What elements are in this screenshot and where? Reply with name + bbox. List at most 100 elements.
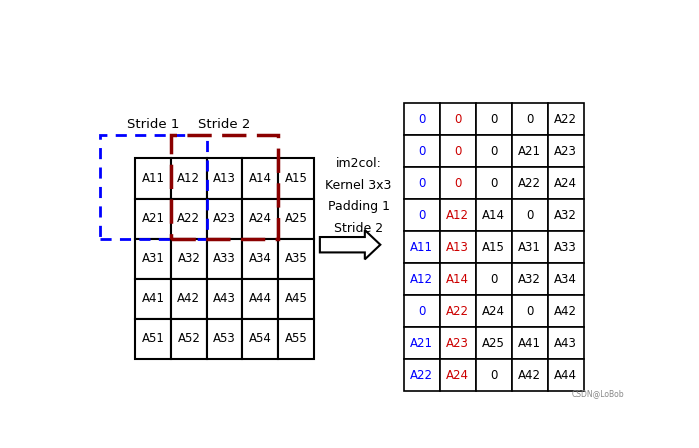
Bar [548, 263, 584, 295]
Text: A54: A54 [249, 332, 272, 345]
Text: A45: A45 [284, 292, 308, 305]
Text: A41: A41 [142, 292, 165, 305]
Bar [440, 231, 475, 263]
Bar [440, 135, 475, 168]
Bar [278, 279, 314, 319]
Bar [100, 135, 207, 238]
Text: A12: A12 [446, 209, 469, 222]
Text: A21: A21 [518, 145, 541, 158]
Text: A12: A12 [410, 273, 433, 286]
Text: A14: A14 [446, 273, 469, 286]
Text: A14: A14 [482, 209, 505, 222]
Bar [475, 168, 512, 199]
Text: A13: A13 [446, 241, 469, 254]
Text: A24: A24 [249, 212, 272, 225]
Text: 0: 0 [418, 145, 425, 158]
Bar [512, 103, 548, 135]
Bar [512, 199, 548, 231]
Bar [207, 198, 243, 238]
Bar [171, 319, 207, 359]
Bar [440, 263, 475, 295]
Bar [136, 279, 171, 319]
Text: A25: A25 [284, 212, 308, 225]
Bar [171, 135, 278, 238]
Bar [403, 263, 440, 295]
Text: A22: A22 [554, 113, 577, 126]
Text: A32: A32 [178, 252, 201, 265]
Bar [548, 199, 584, 231]
Text: A33: A33 [213, 252, 236, 265]
Text: 0: 0 [490, 177, 498, 190]
Text: Stride 2: Stride 2 [199, 118, 251, 131]
Bar [403, 295, 440, 327]
Bar [243, 238, 278, 279]
Text: A33: A33 [554, 241, 577, 254]
Text: A43: A43 [213, 292, 236, 305]
Text: A31: A31 [518, 241, 541, 254]
Bar [171, 279, 207, 319]
Text: A11: A11 [142, 172, 165, 185]
Bar [440, 168, 475, 199]
Bar [548, 103, 584, 135]
Bar [548, 135, 584, 168]
Bar [512, 135, 548, 168]
Bar [243, 198, 278, 238]
Bar [440, 295, 475, 327]
Text: A32: A32 [518, 273, 541, 286]
Bar [136, 238, 171, 279]
Text: CSDN@LoBob: CSDN@LoBob [572, 389, 624, 398]
Bar [548, 295, 584, 327]
Text: A35: A35 [284, 252, 308, 265]
Text: A12: A12 [178, 172, 201, 185]
Bar [475, 199, 512, 231]
Text: A32: A32 [554, 209, 577, 222]
Bar [403, 231, 440, 263]
Text: 0: 0 [418, 113, 425, 126]
Bar [548, 231, 584, 263]
Text: A53: A53 [213, 332, 236, 345]
Bar [278, 319, 314, 359]
Bar [136, 198, 171, 238]
Bar [136, 159, 171, 198]
Text: A21: A21 [410, 336, 433, 349]
Text: Padding 1: Padding 1 [328, 201, 389, 214]
Bar [475, 135, 512, 168]
Bar [403, 327, 440, 359]
Text: A31: A31 [142, 252, 165, 265]
Bar [403, 359, 440, 391]
Text: A34: A34 [249, 252, 272, 265]
Text: A14: A14 [249, 172, 272, 185]
Text: 0: 0 [526, 113, 533, 126]
Text: A24: A24 [446, 369, 469, 382]
Text: A22: A22 [410, 369, 433, 382]
Bar [440, 359, 475, 391]
Text: A42: A42 [178, 292, 201, 305]
Text: A44: A44 [249, 292, 272, 305]
Bar [171, 198, 207, 238]
Text: A21: A21 [142, 212, 165, 225]
Bar [440, 199, 475, 231]
Text: A25: A25 [482, 336, 505, 349]
Text: 0: 0 [526, 209, 533, 222]
Bar [278, 159, 314, 198]
Text: Stride 2: Stride 2 [334, 222, 383, 235]
Bar [512, 168, 548, 199]
Text: A23: A23 [554, 145, 577, 158]
Bar [243, 279, 278, 319]
Bar [548, 359, 584, 391]
Bar [512, 295, 548, 327]
Bar [207, 319, 243, 359]
FancyArrow shape [320, 230, 380, 259]
Bar [243, 319, 278, 359]
Text: 0: 0 [418, 209, 425, 222]
Bar [440, 327, 475, 359]
Text: A55: A55 [284, 332, 308, 345]
Bar [403, 168, 440, 199]
Text: A24: A24 [482, 305, 505, 318]
Bar [278, 238, 314, 279]
Bar [548, 327, 584, 359]
Bar [475, 103, 512, 135]
Text: A41: A41 [518, 336, 541, 349]
Bar [171, 159, 207, 198]
Text: 0: 0 [454, 177, 461, 190]
